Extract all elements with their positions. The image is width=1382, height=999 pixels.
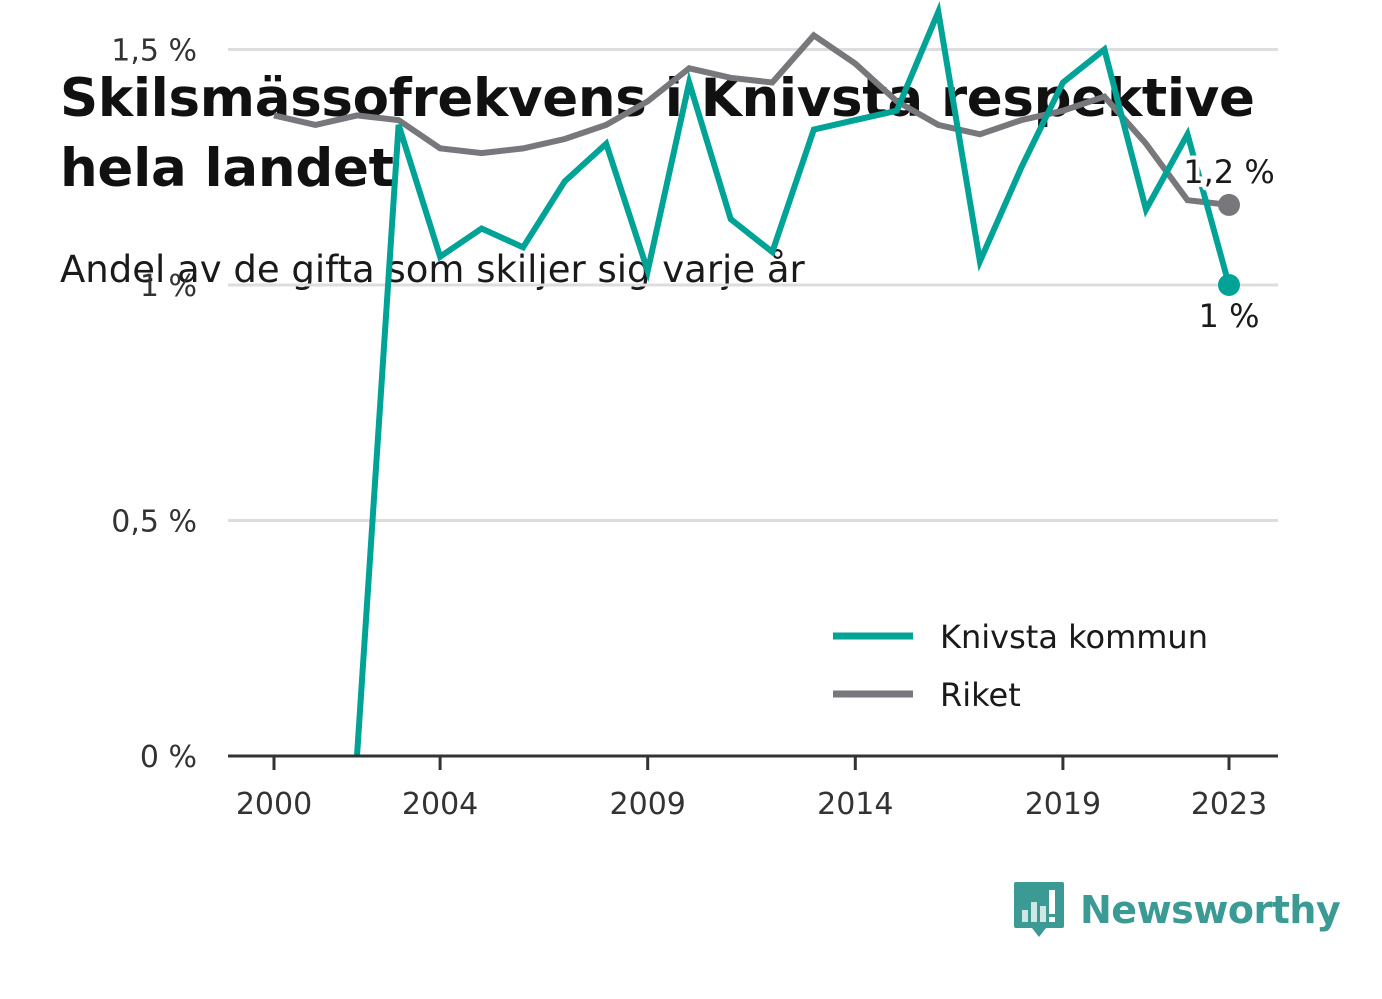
x-tick-label: 2009: [610, 787, 686, 822]
series-line-knivsta: [354, 1, 1232, 757]
bar-chart-speech-bubble-icon: [1014, 882, 1064, 937]
x-tick-label: 2014: [817, 787, 893, 822]
end-markers: 1 % 1,2 %: [1179, 149, 1278, 339]
legend-label: Riket: [940, 676, 1021, 714]
series-line-riket: [273, 31, 1230, 208]
end-marker-knivsta: [1218, 274, 1240, 296]
y-tick-label: 1 %: [140, 269, 197, 304]
axes: 0 % 0,5 % 1 % 1,5 % 2000 2004 2009 2014 2019 2023: [111, 34, 1278, 822]
series-lines: [273, 1, 1232, 757]
brand-logo: Newsworthy: [1012, 880, 1341, 940]
x-tick-label: 2019: [1025, 787, 1101, 822]
brand-name: Newsworthy: [1080, 888, 1341, 932]
x-tick-label: 2004: [402, 787, 478, 822]
end-label-knivsta: 1 %: [1199, 297, 1260, 335]
y-tick-label: 1,5 %: [111, 34, 197, 69]
end-label-riket: 1,2 %: [1183, 153, 1274, 191]
legend: Knivsta kommun Riket: [833, 618, 1208, 714]
y-tick-label: 0,5 %: [111, 505, 197, 540]
x-tick-label: 2023: [1191, 787, 1267, 822]
x-tick-label: 2000: [236, 787, 312, 822]
y-tick-label: 0 %: [140, 740, 197, 775]
line-chart: 0 % 0,5 % 1 % 1,5 % 2000 2004 2009 2014 2019 2023…: [111, 1, 1279, 822]
end-marker-riket: [1218, 193, 1240, 216]
legend-label: Knivsta kommun: [940, 618, 1208, 656]
